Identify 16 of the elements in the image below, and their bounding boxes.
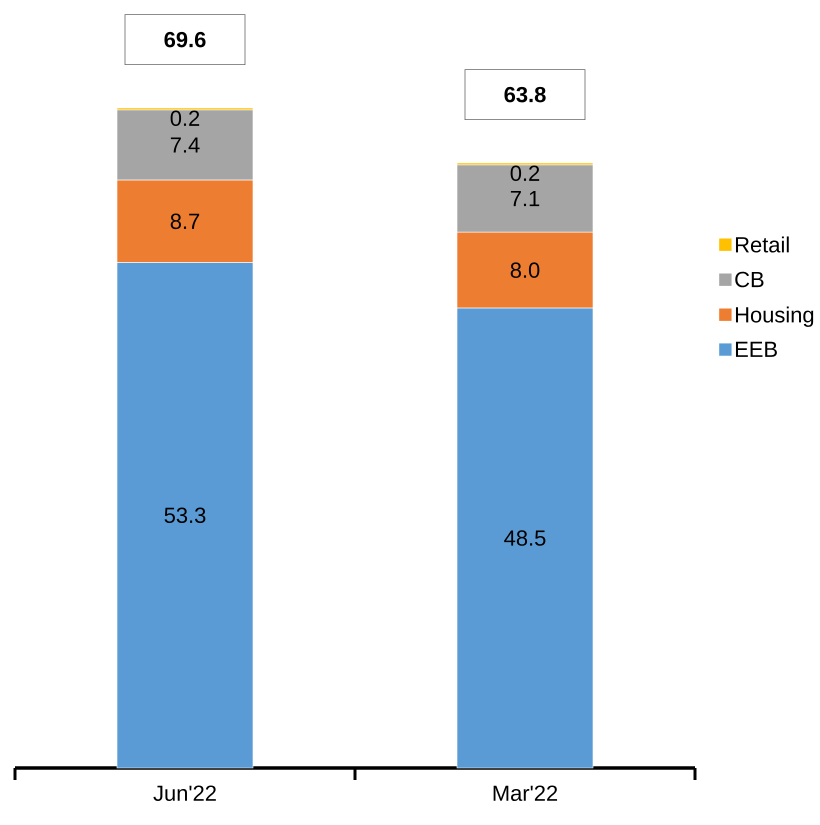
total-label: 63.8 bbox=[504, 86, 546, 102]
total-label: 69.6 bbox=[164, 32, 206, 48]
legend-label: Retail bbox=[736, 236, 789, 253]
legend-label: Housing bbox=[736, 306, 814, 327]
data-label: 0.2 bbox=[510, 166, 540, 182]
data-label: 8.7 bbox=[170, 214, 200, 230]
data-label: 7.4 bbox=[171, 137, 200, 153]
legend-label: CB bbox=[736, 272, 764, 288]
data-label: 8.0 bbox=[510, 262, 540, 278]
x-tick-label: Jun'22 bbox=[154, 785, 216, 801]
data-label: 53.3 bbox=[164, 508, 206, 524]
x-tick-label: Mar'22 bbox=[494, 785, 558, 801]
data-label: 0.2 bbox=[170, 110, 200, 126]
data-label: 48.5 bbox=[504, 530, 546, 546]
data-label: 7.1 bbox=[511, 191, 540, 206]
legend-label: EEB bbox=[736, 342, 778, 357]
